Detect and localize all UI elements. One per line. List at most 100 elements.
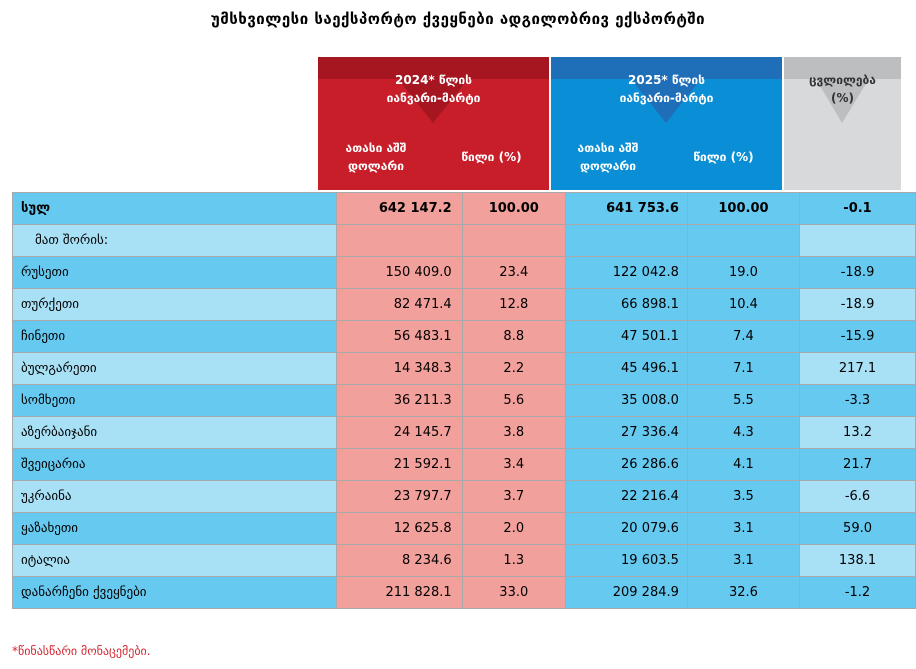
header-2024-share-col: წილი (%) [461, 150, 522, 164]
table-row: ჩინეთი 56 483.1 8.8 47 501.1 7.4 -15.9 [12, 320, 916, 353]
share-2025-cell: 5.5 [686, 384, 801, 417]
value-2025-cell: 22 216.4 [564, 480, 688, 513]
header-2025-chevron-icon [551, 57, 782, 123]
header-2025-line1: 2025* წლის [628, 73, 705, 87]
value-2024-cell: 642 147.2 [335, 192, 463, 225]
change-cell [799, 224, 916, 257]
header-change-title: ცვლილება (%) [784, 71, 901, 107]
share-2024-cell: 33.0 [461, 576, 566, 609]
table-row: ყაზახეთი 12 625.8 2.0 20 079.6 3.1 59.0 [12, 512, 916, 545]
row-label: ყაზახეთი [12, 512, 337, 545]
change-cell: -3.3 [799, 384, 916, 417]
share-2025-cell: 32.6 [686, 576, 801, 609]
value-2024-cell: 14 348.3 [335, 352, 463, 385]
row-label: მათ შორის: [12, 224, 337, 257]
header-2025-share-col: წილი (%) [693, 150, 754, 164]
header-2024-title: 2024* წლის იანვარი-მარტი [318, 71, 549, 107]
change-cell: -6.6 [799, 480, 916, 513]
header-change-line2: (%) [831, 91, 854, 105]
change-cell: 138.1 [799, 544, 916, 577]
table-row: შვეიცარია 21 592.1 3.4 26 286.6 4.1 21.7 [12, 448, 916, 481]
share-2025-cell: 3.1 [686, 544, 801, 577]
share-2025-cell: 7.1 [686, 352, 801, 385]
header-2024-period: 2024* წლის იანვარი-მარტი ათასი აშშ დოლარ… [318, 57, 549, 190]
row-label: ჩინეთი [12, 320, 337, 353]
table-row: დანარჩენი ქვეყნები 211 828.1 33.0 209 284.9… [12, 576, 916, 609]
header-2025-title: 2025* წლის იანვარი-მარტი [551, 71, 782, 107]
value-2025-cell: 209 284.9 [564, 576, 688, 609]
value-2024-cell: 12 625.8 [335, 512, 463, 545]
value-2025-cell: 19 603.5 [564, 544, 688, 577]
share-2024-cell: 5.6 [461, 384, 566, 417]
change-cell: -0.1 [799, 192, 916, 225]
share-2025-cell: 100.00 [686, 192, 801, 225]
value-2024-cell: 24 145.7 [335, 416, 463, 449]
row-label: უკრაინა [12, 480, 337, 513]
share-2024-cell: 23.4 [461, 256, 566, 289]
value-2025-cell: 35 008.0 [564, 384, 688, 417]
header-change-chevron-icon [784, 57, 901, 123]
share-2025-cell: 19.0 [686, 256, 801, 289]
value-2024-cell: 150 409.0 [335, 256, 463, 289]
change-cell: 13.2 [799, 416, 916, 449]
header-value-line2: დოლარი [580, 159, 636, 173]
table-row: ბულგარეთი 14 348.3 2.2 45 496.1 7.1 217.1 [12, 352, 916, 385]
header-change-line1: ცვლილება [809, 73, 876, 87]
export-table-body: სულ 642 147.2 100.00 641 753.6 100.00 -0.1 მათ… [12, 192, 916, 609]
value-2025-cell: 26 286.6 [564, 448, 688, 481]
row-label: ბულგარეთი [12, 352, 337, 385]
header-2024-chevron-icon [318, 57, 549, 123]
page-title: უმსხვილესი საექსპორტო ქვეყნები ადგილობრი… [210, 10, 706, 28]
share-2024-cell: 12.8 [461, 288, 566, 321]
share-2024-cell: 3.8 [461, 416, 566, 449]
share-2024-cell: 3.7 [461, 480, 566, 513]
header-change: ცვლილება (%) [784, 57, 901, 190]
footnote: *წინასწარი მონაცემები. [12, 644, 151, 658]
share-2025-cell [686, 224, 801, 257]
value-2025-cell: 47 501.1 [564, 320, 688, 353]
header-2024-line2: იანვარი-მარტი [386, 91, 481, 105]
change-cell: 217.1 [799, 352, 916, 385]
change-cell: 21.7 [799, 448, 916, 481]
change-cell: -18.9 [799, 288, 916, 321]
table-row: მათ შორის: [12, 224, 916, 257]
share-2024-cell: 100.00 [461, 192, 566, 225]
table-row: თურქეთი 82 471.4 12.8 66 898.1 10.4 -18.9 [12, 288, 916, 321]
value-2025-cell: 122 042.8 [564, 256, 688, 289]
share-2025-cell: 3.5 [686, 480, 801, 513]
export-table: სულ 642 147.2 100.00 641 753.6 100.00 -0.1 მათ… [12, 192, 916, 609]
share-2025-cell: 3.1 [686, 512, 801, 545]
value-2024-cell: 23 797.7 [335, 480, 463, 513]
header-2024-line1: 2024* წლის [395, 73, 472, 87]
share-2024-cell: 2.0 [461, 512, 566, 545]
share-2024-cell: 8.8 [461, 320, 566, 353]
value-2025-cell: 641 753.6 [564, 192, 688, 225]
change-cell: -18.9 [799, 256, 916, 289]
row-label: რუსეთი [12, 256, 337, 289]
change-cell: -15.9 [799, 320, 916, 353]
header-value-line2: დოლარი [348, 159, 404, 173]
header-2025-line2: იანვარი-მარტი [619, 91, 714, 105]
share-2024-cell: 3.4 [461, 448, 566, 481]
value-2024-cell: 82 471.4 [335, 288, 463, 321]
table-row: სომხეთი 36 211.3 5.6 35 008.0 5.5 -3.3 [12, 384, 916, 417]
header-value-line1: ათასი აშშ [577, 141, 639, 155]
value-2025-cell: 66 898.1 [564, 288, 688, 321]
change-cell: 59.0 [799, 512, 916, 545]
share-2025-cell: 4.3 [686, 416, 801, 449]
change-cell: -1.2 [799, 576, 916, 609]
share-2025-cell: 7.4 [686, 320, 801, 353]
row-label: თურქეთი [12, 288, 337, 321]
table-row: აზერბაიჯანი 24 145.7 3.8 27 336.4 4.3 13.2 [12, 416, 916, 449]
table-row: იტალია 8 234.6 1.3 19 603.5 3.1 138.1 [12, 544, 916, 577]
value-2024-cell: 8 234.6 [335, 544, 463, 577]
share-2025-cell: 10.4 [686, 288, 801, 321]
total-row: სულ 642 147.2 100.00 641 753.6 100.00 -0.1 [12, 192, 916, 225]
table-row: უკრაინა 23 797.7 3.7 22 216.4 3.5 -6.6 [12, 480, 916, 513]
value-2024-cell [335, 224, 463, 257]
value-2025-cell: 27 336.4 [564, 416, 688, 449]
header-2025-period: 2025* წლის იანვარი-მარტი ათასი აშშ დოლარ… [551, 57, 782, 190]
value-2025-cell: 45 496.1 [564, 352, 688, 385]
row-label: დანარჩენი ქვეყნები [12, 576, 337, 609]
value-2025-cell: 20 079.6 [564, 512, 688, 545]
